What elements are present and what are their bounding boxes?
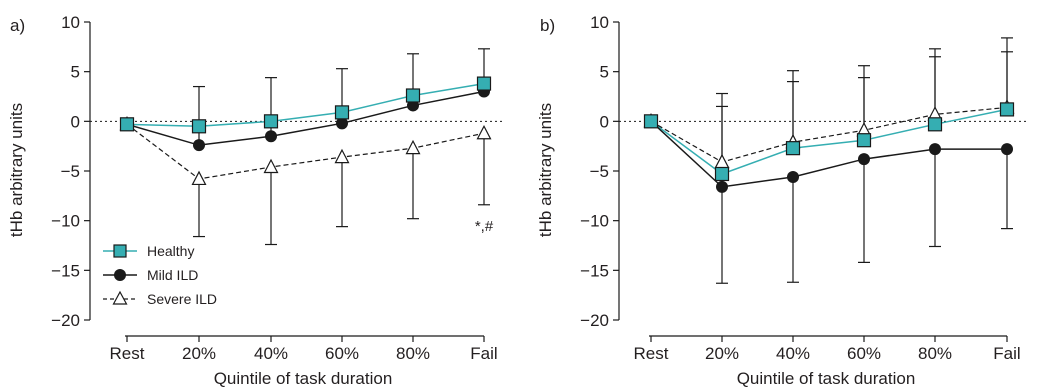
panel-a-y-tick-label: −5: [61, 162, 80, 181]
panel-b-healthy-line: [650, 108, 1008, 175]
panel-a-mild-ild-point: [336, 117, 348, 130]
panel-a-severe-ild-point: [334, 148, 350, 164]
legend-severe-ild-marker: [112, 290, 128, 305]
panel-b-severe-ild-point: [714, 153, 730, 169]
panel-a-significance-annotation: *,#: [475, 218, 494, 235]
panel-b-x-tick-label: Fail: [993, 344, 1020, 363]
panel-a-healthy-line: [126, 82, 485, 128]
panel-b-chart: b) tHb arbitrary units Quintile of task …: [536, 13, 1027, 388]
panel-a-x-axis-title: Quintile of task duration: [214, 369, 393, 388]
panel-b-mild-ild-point: [716, 180, 728, 193]
panel-a-healthy-point: [405, 88, 421, 103]
panel-b-x-tick-label: 60%: [847, 344, 881, 363]
legend-mild-ild-label: Mild ILD: [147, 267, 198, 283]
legend-mild-ild-marker: [114, 269, 126, 281]
panel-b-healthy-point: [999, 102, 1015, 117]
panel-a-healthy-point: [263, 114, 279, 129]
panel-b-y-tick-label: −10: [580, 212, 609, 231]
legend-healthy-label: Healthy: [147, 243, 194, 259]
panel-a-x-tick-label: 40%: [254, 344, 288, 363]
panel-a-healthy-point: [191, 119, 207, 134]
panel-a-severe-ild-point: [191, 170, 207, 186]
panel-b-y-tick-label: 5: [600, 63, 609, 82]
panel-a-severe-ild-line: [126, 123, 485, 180]
panel-b-y-tick-label: −5: [590, 162, 609, 181]
panel-a-severe-ild-point: [405, 139, 421, 155]
panel-a-label: a): [10, 16, 25, 35]
panel-b-x-tick-label: 20%: [705, 344, 739, 363]
legend-item-severe-ild: Severe ILD: [103, 290, 217, 307]
panel-a-mild-ild-line: [126, 90, 485, 146]
panel-a-y-tick-label: −20: [51, 311, 80, 330]
panel-a-severe-ild-point: [263, 158, 279, 174]
panel-a-y-tick-label: 10: [61, 13, 80, 32]
panel-b-y-tick-label: 10: [590, 13, 609, 32]
panel-a-y-tick-label: −15: [51, 261, 80, 280]
panel-a-x-tick-label: 60%: [325, 344, 359, 363]
panel-b-mild-ild-point: [929, 143, 941, 156]
legend-severe-ild-label: Severe ILD: [147, 291, 217, 307]
panel-b-healthy-point: [714, 166, 730, 182]
panel-a-healthy-point: [334, 105, 350, 120]
panel-b-y-tick-label: 0: [600, 112, 609, 131]
panel-b-x-tick-label: 40%: [776, 344, 810, 363]
panel-b-x-tick-label: Rest: [634, 344, 669, 363]
panel-b-x-tick-label: 80%: [918, 344, 952, 363]
panel-b-mild-ild-point: [1001, 143, 1013, 156]
panel-b-mild-ild-point: [787, 170, 799, 183]
panel-b-y-tick-label: −15: [580, 261, 609, 280]
panel-a-healthy-point: [119, 117, 135, 132]
panel-b-y-tick-label: −20: [580, 311, 609, 330]
panel-a-x-tick-label: 80%: [396, 344, 430, 363]
panel-b-healthy-point: [643, 114, 659, 129]
panel-b-healthy-point: [927, 117, 943, 132]
panel-a-healthy-point: [476, 76, 492, 91]
panel-a-y-tick-label: 5: [71, 63, 80, 82]
legend-item-mild-ild: Mild ILD: [103, 267, 198, 283]
panel-a-x-tick-label: Fail: [470, 344, 497, 363]
panel-b-mild-ild-line: [650, 120, 1007, 188]
panel-a-severe-ild-point: [476, 124, 492, 140]
panel-a-y-tick-label: −10: [51, 212, 80, 231]
panel-b-healthy-point: [785, 141, 801, 156]
panel-a-x-tick-label: Rest: [110, 344, 145, 363]
panel-b-x-axis-title: Quintile of task duration: [737, 369, 916, 388]
panel-a-mild-ild-point: [193, 139, 205, 152]
panel-b-severe-ild-line: [650, 106, 1008, 163]
panel-b-mild-ild-point: [858, 153, 870, 166]
panel-a-legend: Healthy Mild ILD Severe ILD: [103, 243, 217, 307]
legend-item-healthy: Healthy: [103, 243, 194, 259]
panel-b-y-axis-title: tHb arbitrary units: [536, 103, 555, 237]
panel-a-chart: a) tHb arbitrary units Quintile of task …: [7, 13, 504, 388]
panel-a-x-tick-label: 20%: [182, 344, 216, 363]
panel-a-mild-ild-point: [265, 130, 277, 143]
panel-b-label: b): [540, 16, 555, 35]
panel-b-healthy-point: [856, 133, 872, 148]
legend-healthy-marker: [113, 244, 127, 258]
panel-a-y-tick-label: 0: [71, 112, 80, 131]
panel-a-y-axis-title: tHb arbitrary units: [7, 103, 26, 237]
